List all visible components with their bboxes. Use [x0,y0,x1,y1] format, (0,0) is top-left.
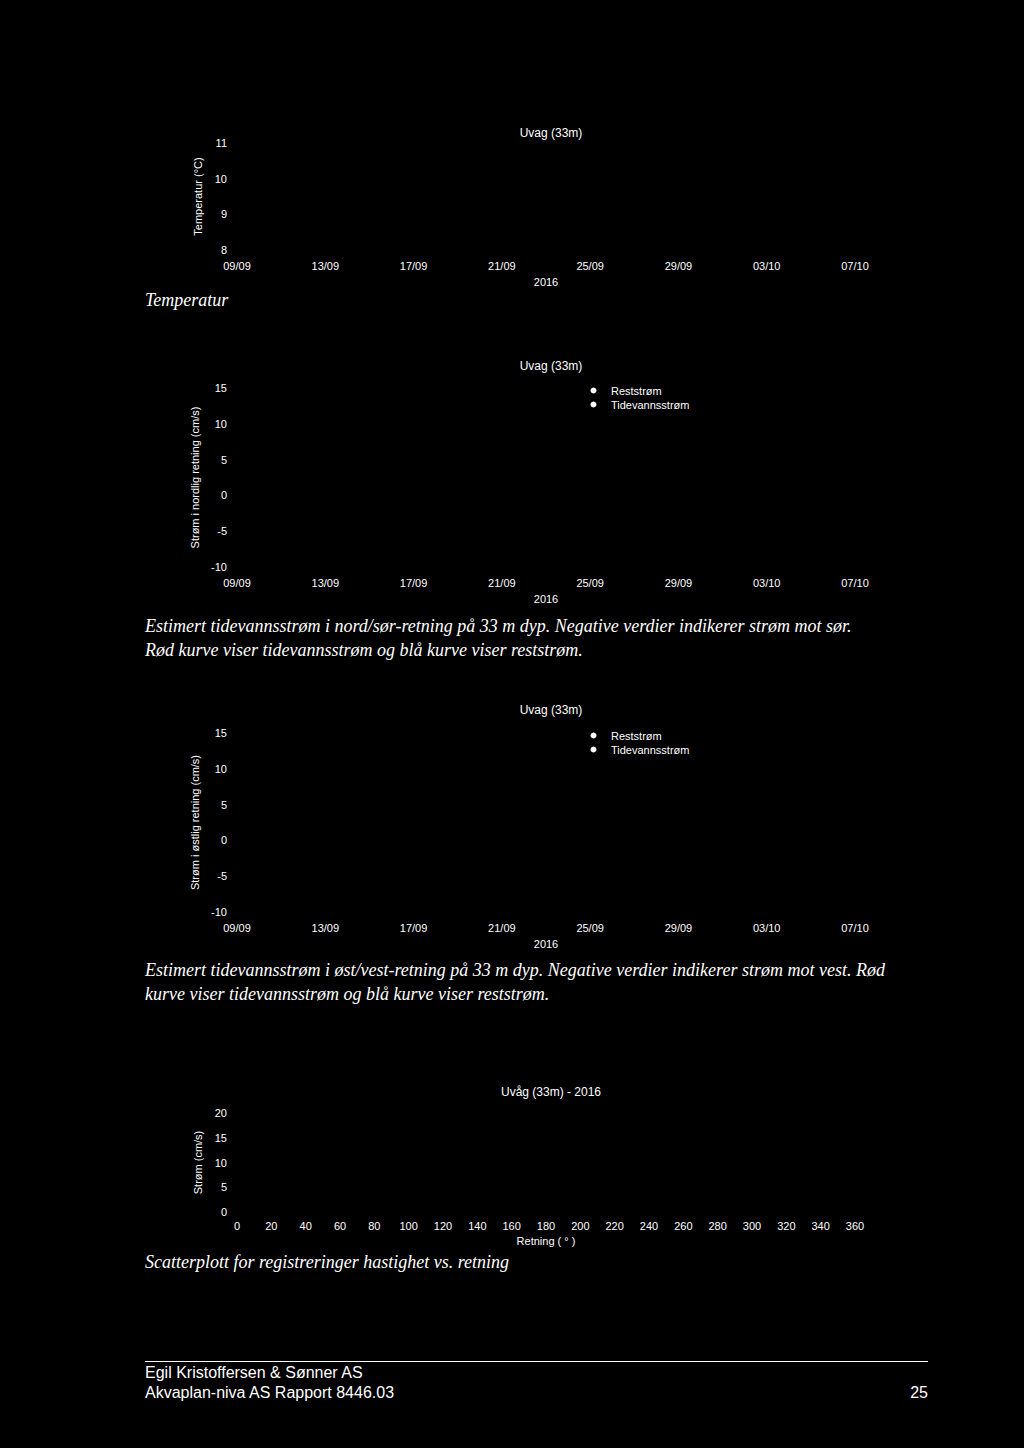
svg-text:09/09: 09/09 [223,577,251,589]
svg-text:0: 0 [221,1206,227,1218]
html-text:Estimert tidevannsstrøm i nord: Estimert tidevannsstrøm i nord/sør-retni… [145,616,852,636]
svg-text:20: 20 [215,1107,227,1119]
svg-text:2016: 2016 [534,593,558,605]
svg-text:10: 10 [215,763,227,775]
svg-text:220: 220 [605,1220,623,1232]
svg-text:9: 9 [221,208,227,220]
svg-text:Uvag (33m): Uvag (33m) [520,359,583,373]
svg-text:200: 200 [571,1220,589,1232]
svg-text:360: 360 [846,1220,864,1232]
html-text:Rød kurve viser tidevannsstrøm: Rød kurve viser tidevannsstrøm og blå ku… [145,640,583,660]
svg-text:10: 10 [215,173,227,185]
svg-text:-10: -10 [211,906,227,918]
html-text:kurve viser tidevannsstrøm og: kurve viser tidevannsstrøm og blå kurve … [145,984,550,1004]
svg-text:Strøm i østlig retning (cm/s): Strøm i østlig retning (cm/s) [189,755,201,890]
svg-text:10: 10 [215,1157,227,1169]
svg-text:07/10: 07/10 [841,260,869,272]
svg-text:13/09: 13/09 [312,577,340,589]
svg-text:Temperatur (°C): Temperatur (°C) [192,157,204,235]
svg-text:25/09: 25/09 [576,260,604,272]
svg-text:320: 320 [777,1220,795,1232]
svg-text:Retning ( ° ): Retning ( ° ) [517,1235,576,1247]
svg-text:21/09: 21/09 [488,260,516,272]
svg-text:80: 80 [368,1220,380,1232]
svg-text:13/09: 13/09 [312,922,340,934]
svg-text:15: 15 [215,727,227,739]
svg-text:2016: 2016 [534,276,558,288]
svg-text:Tidevannsstrøm: Tidevannsstrøm [611,399,689,411]
svg-text:120: 120 [434,1220,452,1232]
svg-text:29/09: 29/09 [665,922,693,934]
svg-text:07/10: 07/10 [841,922,869,934]
svg-text:Tidevannsstrøm: Tidevannsstrøm [611,744,689,756]
svg-text:2016: 2016 [534,938,558,950]
html-text:Akvaplan-niva AS Rapport 8446.: Akvaplan-niva AS Rapport 8446.03 [145,1384,395,1401]
svg-text:03/10: 03/10 [753,922,781,934]
svg-text:17/09: 17/09 [400,577,428,589]
svg-text:60: 60 [334,1220,346,1232]
svg-text:5: 5 [221,1181,227,1193]
svg-text:40: 40 [300,1220,312,1232]
html-text:Scatterplott for registreringe: Scatterplott for registreringer hastighe… [145,1252,509,1272]
svg-text:09/09: 09/09 [223,922,251,934]
svg-text:240: 240 [640,1220,658,1232]
svg-text:29/09: 29/09 [665,260,693,272]
svg-text:21/09: 21/09 [488,577,516,589]
svg-text:13/09: 13/09 [312,260,340,272]
svg-text:10: 10 [215,418,227,430]
svg-text:25/09: 25/09 [576,922,604,934]
svg-text:100: 100 [399,1220,417,1232]
svg-text:11: 11 [216,137,227,149]
svg-text:Reststrøm: Reststrøm [611,730,662,742]
svg-text:280: 280 [708,1220,726,1232]
html-text:25: 25 [910,1384,928,1401]
svg-text:Reststrøm: Reststrøm [611,385,662,397]
svg-text:340: 340 [811,1220,829,1232]
svg-text:Strøm (cm/s): Strøm (cm/s) [192,1131,204,1195]
svg-text:-5: -5 [217,870,227,882]
svg-text:29/09: 29/09 [665,577,693,589]
svg-text:Uvåg (33m) - 2016: Uvåg (33m) - 2016 [501,1085,601,1099]
svg-text:140: 140 [468,1220,486,1232]
svg-text:5: 5 [221,799,227,811]
svg-text:17/09: 17/09 [400,922,428,934]
svg-text:Strøm i nordlig retning (cm/s): Strøm i nordlig retning (cm/s) [189,407,201,549]
svg-text:25/09: 25/09 [576,577,604,589]
svg-text:300: 300 [743,1220,761,1232]
svg-text:15: 15 [215,382,227,394]
svg-text:03/10: 03/10 [753,577,781,589]
svg-text:0: 0 [234,1220,240,1232]
html-text:Estimert tidevannsstrøm i øst/: Estimert tidevannsstrøm i øst/vest-retni… [145,960,885,980]
svg-text:17/09: 17/09 [400,260,428,272]
svg-text:07/10: 07/10 [841,577,869,589]
svg-text:20: 20 [265,1220,277,1232]
svg-text:260: 260 [674,1220,692,1232]
svg-text:180: 180 [537,1220,555,1232]
svg-text:5: 5 [221,454,227,466]
svg-text:15: 15 [215,1132,227,1144]
svg-text:Uvag (33m): Uvag (33m) [520,126,583,140]
svg-text:09/09: 09/09 [223,260,251,272]
svg-text:Uvag (33m): Uvag (33m) [520,703,583,717]
svg-text:8: 8 [221,244,227,256]
svg-text:21/09: 21/09 [488,922,516,934]
html-text:Egil Kristoffersen & Sønner AS: Egil Kristoffersen & Sønner AS [145,1364,363,1381]
svg-text:03/10: 03/10 [753,260,781,272]
svg-text:-10: -10 [211,561,227,573]
svg-text:0: 0 [221,834,227,846]
svg-text:-5: -5 [217,525,227,537]
html-text:Temperatur: Temperatur [145,290,229,310]
svg-text:160: 160 [502,1220,520,1232]
svg-text:0: 0 [221,489,227,501]
